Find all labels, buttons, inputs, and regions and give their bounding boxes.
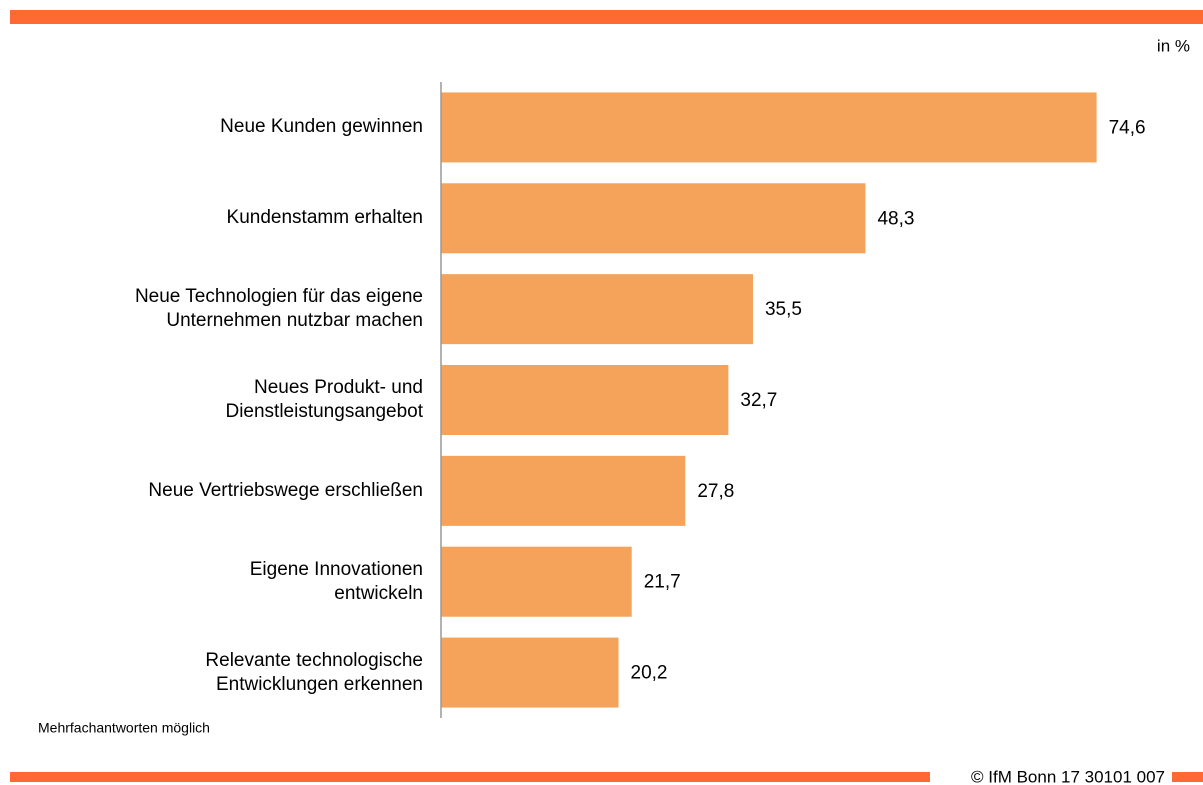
bar <box>441 365 729 435</box>
top-band <box>10 10 1203 24</box>
value-label: 27,8 <box>697 481 734 502</box>
source: © IfM Bonn 17 30101 007 <box>971 767 1165 785</box>
value-label: 35,5 <box>765 299 802 320</box>
category-label: Neue Vertriebswege erschließen <box>148 479 423 501</box>
unit-label: in % <box>1157 36 1190 55</box>
value-label: 74,6 <box>1109 117 1146 138</box>
category-label: Neues Produkt- und Dienstleistungsangebo… <box>225 377 423 422</box>
category-label: Neue Kunden gewinnen <box>220 116 423 138</box>
bar <box>441 274 753 345</box>
bar <box>441 637 619 708</box>
category-label: Kundenstamm erhalten <box>226 207 423 229</box>
bar <box>441 92 1097 163</box>
bottom-band-end <box>1172 772 1203 782</box>
value-label: 20,2 <box>631 663 668 684</box>
category-label: Relevante technologische Entwicklungen e… <box>205 649 423 695</box>
category-label: Neue Technologien für das eigene Unterne… <box>134 286 423 332</box>
value-label: 21,7 <box>644 572 681 593</box>
note: Mehrfachantworten möglich <box>38 720 210 736</box>
bar <box>441 183 866 254</box>
bar <box>441 546 632 617</box>
bar <box>441 455 686 526</box>
bottom-band <box>10 772 930 782</box>
value-label: 48,3 <box>877 208 914 229</box>
category-label: Eigene Innovationen entwickeln <box>249 558 423 604</box>
value-label: 32,7 <box>740 390 777 411</box>
